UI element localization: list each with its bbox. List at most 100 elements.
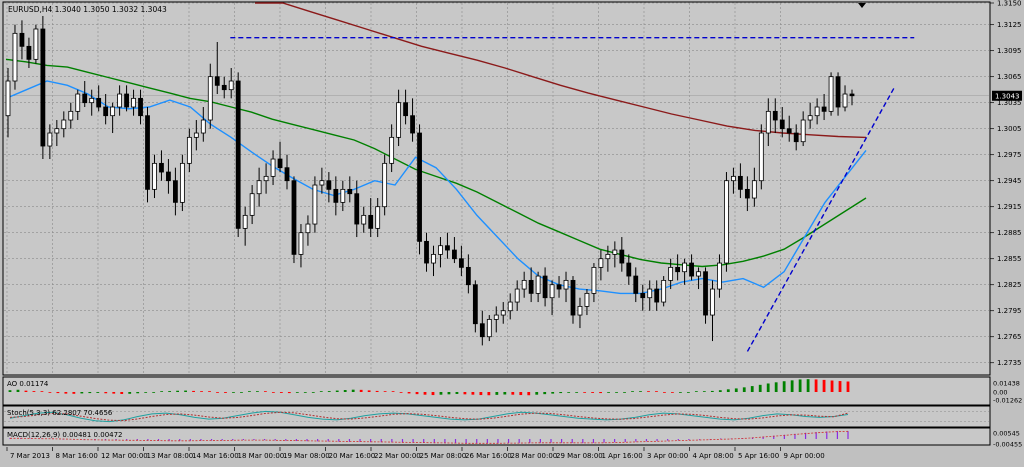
candle-bull xyxy=(179,162,185,203)
macd-bar xyxy=(189,439,191,441)
macd-bar xyxy=(582,439,584,444)
trendlines[interactable] xyxy=(230,36,915,352)
candle-bear xyxy=(458,258,464,268)
macd-bar xyxy=(444,439,446,444)
shift-marker-icon[interactable] xyxy=(858,3,866,8)
time-tick-label: 29 Mar 08:00 xyxy=(556,452,603,460)
candle-bear xyxy=(849,93,855,97)
candle-bear xyxy=(159,162,164,173)
ao-bar xyxy=(758,384,762,392)
macd-bar xyxy=(507,439,510,444)
candle-bull xyxy=(438,245,443,255)
ao-bar xyxy=(96,392,100,393)
macd-bar xyxy=(348,439,351,442)
time-tick-label: 9 Apr 00:00 xyxy=(784,452,825,460)
candle-bear xyxy=(640,292,646,299)
price-tick-label: 1.2765 xyxy=(997,333,1022,341)
candle-bull xyxy=(682,262,687,273)
candle-bear xyxy=(835,76,841,108)
ao-bar xyxy=(128,392,132,394)
candle-bull xyxy=(507,301,513,312)
macd-bar xyxy=(826,431,828,439)
candle-bull xyxy=(842,93,848,108)
ao-bar xyxy=(311,392,315,393)
candle-bull xyxy=(117,93,123,108)
ao-bar xyxy=(144,392,148,393)
ao-bar xyxy=(287,392,291,394)
time-tick-label: 7 Mar 2013 xyxy=(10,452,50,460)
candle-bull xyxy=(710,288,715,316)
candlesticks xyxy=(5,16,855,346)
candle-bull xyxy=(61,119,67,130)
ao-bar xyxy=(367,390,371,392)
ao-bar xyxy=(822,379,826,392)
macd-bar xyxy=(550,439,552,443)
ao-bar xyxy=(471,392,475,395)
price-tick-label: 1.2735 xyxy=(997,359,1022,367)
stoch-panel[interactable] xyxy=(2,405,991,428)
ao-bar xyxy=(40,391,44,392)
ao-bar xyxy=(168,391,172,392)
candle-bear xyxy=(570,279,576,316)
candle-bull xyxy=(298,232,304,255)
ao-panel[interactable] xyxy=(2,376,991,406)
candle-bear xyxy=(417,132,422,242)
macd-bar xyxy=(815,432,817,439)
ao-bar xyxy=(830,380,834,392)
ao-bar xyxy=(806,379,810,392)
ao-bar xyxy=(391,391,395,392)
macd-bar xyxy=(200,439,202,441)
ao-bar xyxy=(551,392,555,394)
candle-bear xyxy=(410,115,415,134)
ao-bar xyxy=(647,391,650,392)
macd-bar xyxy=(794,433,796,439)
ao-bar xyxy=(686,392,690,393)
ao-bar xyxy=(88,392,92,394)
candle-bull xyxy=(612,249,618,255)
candle-bull xyxy=(828,76,834,112)
ao-bar xyxy=(559,392,563,394)
ao-bar xyxy=(774,382,778,392)
time-tick-label: 1 Apr 16:00 xyxy=(602,452,643,460)
macd-bar xyxy=(317,439,319,442)
macd-bar xyxy=(370,439,372,443)
candle-bull xyxy=(724,180,729,264)
ao-bar xyxy=(383,391,387,392)
candle-bull xyxy=(577,305,583,316)
macd-bar xyxy=(136,439,138,441)
candle-bear xyxy=(445,245,450,251)
candle-bear xyxy=(793,132,799,143)
ao-bar xyxy=(200,391,203,392)
current-price-label: 1.3043 xyxy=(995,92,1020,100)
ao-bar xyxy=(463,392,467,395)
ao-bar xyxy=(710,390,714,392)
time-tick-label: 26 Mar 16:00 xyxy=(465,452,512,460)
ao-bar xyxy=(639,391,642,392)
ao-bar xyxy=(256,391,259,392)
macd-bar xyxy=(529,439,531,443)
ao-bar xyxy=(543,392,547,395)
macd-bar xyxy=(157,439,160,441)
price-tick-label: 1.2795 xyxy=(997,307,1022,315)
candle-bull xyxy=(563,279,569,290)
ao-bar xyxy=(208,391,211,392)
price-tick-label: 1.2975 xyxy=(997,151,1022,159)
macd-bar xyxy=(306,439,308,442)
macd-bar xyxy=(624,439,626,442)
ao-bar xyxy=(623,392,626,393)
macd-bar xyxy=(847,431,849,439)
candle-bear xyxy=(619,249,625,264)
ao-bar xyxy=(447,392,451,395)
candle-bull xyxy=(319,180,325,186)
ao-bar xyxy=(798,379,802,392)
macd-bar xyxy=(677,439,679,441)
macd-bar xyxy=(762,436,764,439)
macd-panel[interactable] xyxy=(2,427,991,446)
ao-bar xyxy=(80,392,84,394)
macd-bar xyxy=(168,439,170,441)
ao-bar xyxy=(567,392,571,393)
candle-bull xyxy=(263,175,269,182)
macd-bar xyxy=(667,439,669,441)
macd-bar xyxy=(454,439,457,444)
